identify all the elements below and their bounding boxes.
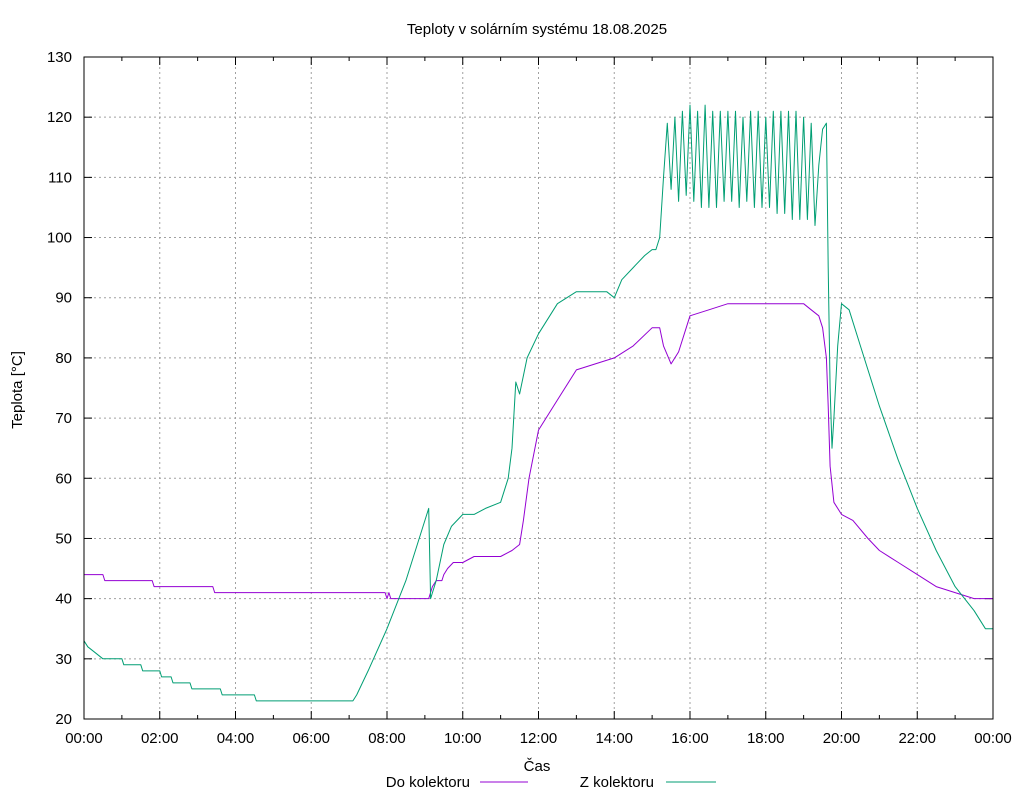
- y-axis-ticks: 20 30 40 50 60 70 80 90 100 110 120 130: [47, 49, 993, 728]
- y-tick-label: 120: [47, 109, 72, 126]
- y-tick-label: 100: [47, 230, 72, 247]
- x-tick-label: 14:00: [595, 730, 633, 747]
- x-axis-ticks: 00:00 02:00 04:00 06:00 08:00 10:00 12:00 14:00…: [65, 57, 1012, 747]
- series-line-z-kolektoru: [83, 104, 993, 702]
- y-tick-label: 130: [47, 49, 72, 66]
- x-tick-label: 06:00: [292, 730, 330, 747]
- y-tick-label: 110: [48, 169, 72, 186]
- legend: Do kolektoru Z kolektoru: [386, 774, 716, 791]
- plot-frame: [83, 56, 994, 720]
- y-tick-label: 60: [55, 470, 72, 487]
- x-tick-label: 04:00: [217, 730, 255, 747]
- y-tick-label: 20: [55, 711, 72, 728]
- x-tick-label: 22:00: [898, 730, 936, 747]
- x-tick-label: 16:00: [671, 730, 709, 747]
- legend-label: Do kolektoru: [386, 774, 470, 791]
- x-tick-label: 00:00: [974, 730, 1012, 747]
- y-tick-label: 70: [55, 410, 72, 427]
- x-axis-label: Čas: [524, 758, 551, 775]
- x-tick-label: 10:00: [444, 730, 482, 747]
- y-axis-label: Teplota [°C]: [9, 351, 26, 429]
- legend-label: Z kolektoru: [580, 774, 654, 791]
- x-tick-label: 20:00: [823, 730, 861, 747]
- y-tick-label: 80: [55, 350, 72, 367]
- chart-title: Teploty v solárním systému 18.08.2025: [407, 21, 667, 38]
- x-tick-label: 08:00: [368, 730, 406, 747]
- y-tick-label: 90: [55, 290, 72, 307]
- y-tick-label: 40: [55, 591, 72, 608]
- y-tick-label: 50: [55, 530, 72, 547]
- grid-lines: [84, 57, 993, 719]
- series-layer: [83, 104, 993, 702]
- series-line-do-kolektoru: [84, 303, 993, 600]
- x-tick-label: 02:00: [141, 730, 179, 747]
- x-tick-label: 12:00: [520, 730, 558, 747]
- x-tick-label: 00:00: [65, 730, 103, 747]
- x-tick-label: 18:00: [747, 730, 785, 747]
- y-tick-label: 30: [55, 651, 72, 668]
